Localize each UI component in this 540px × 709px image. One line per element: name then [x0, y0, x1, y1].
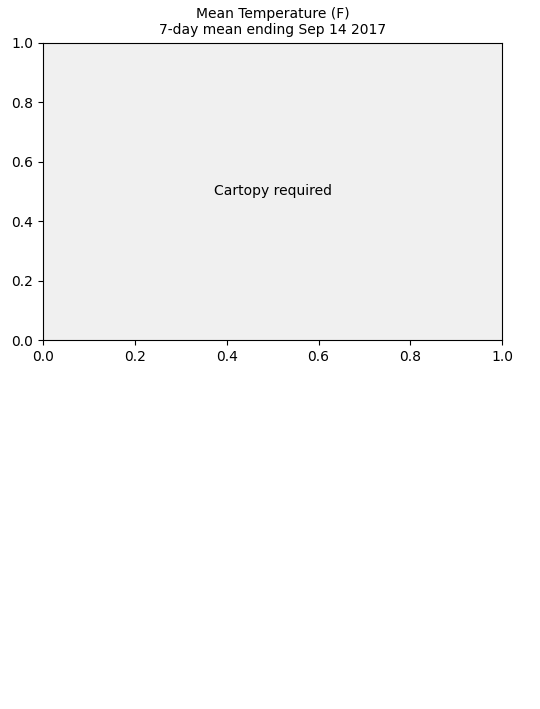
Title: Mean Temperature (F)
7-day mean ending Sep 14 2017: Mean Temperature (F) 7-day mean ending S…: [159, 7, 386, 37]
Text: Cartopy required: Cartopy required: [214, 184, 332, 199]
